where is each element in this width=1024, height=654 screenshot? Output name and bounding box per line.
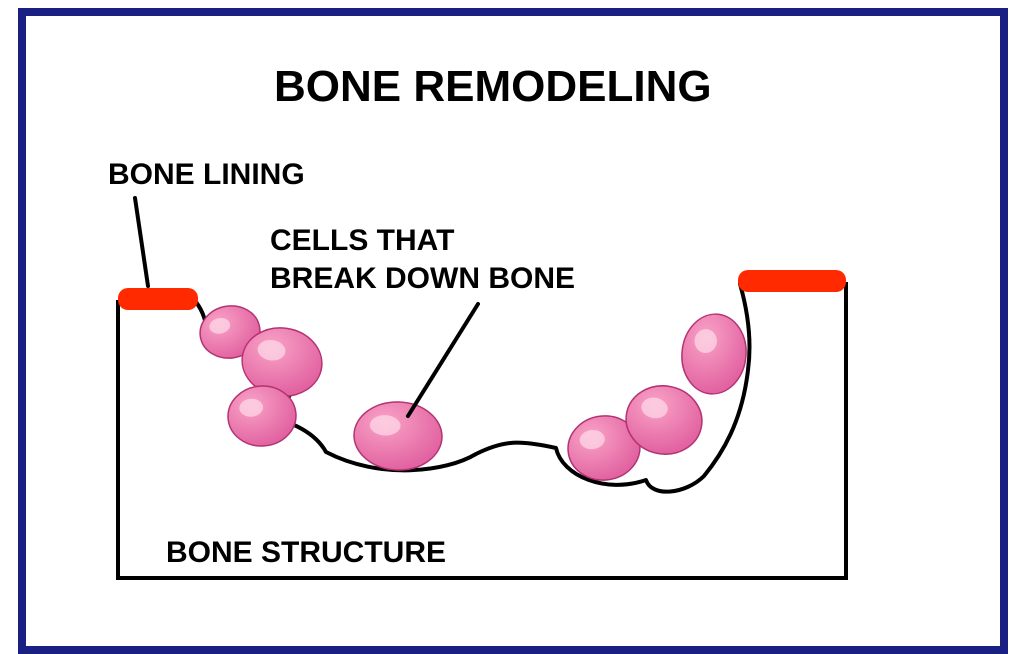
bone-lining-cap bbox=[118, 288, 198, 310]
leader-line-cells bbox=[408, 304, 478, 416]
bone-remodeling-diagram bbox=[0, 0, 1024, 599]
bone-lining-cap bbox=[738, 270, 846, 292]
osteoclast-cell bbox=[678, 311, 750, 397]
leader-line-bone-lining bbox=[135, 198, 148, 286]
osteoclast-cell bbox=[353, 400, 443, 471]
